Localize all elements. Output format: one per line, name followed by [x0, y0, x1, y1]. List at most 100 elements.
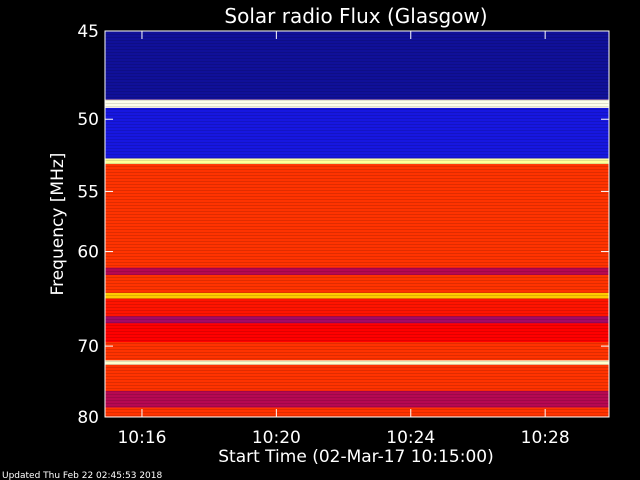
texture-stripe	[105, 358, 609, 359]
texture-stripe	[105, 226, 609, 227]
x-tick-label: 10:16	[117, 428, 166, 448]
texture-stripe	[105, 310, 609, 311]
y-tick-label: 80	[77, 408, 99, 428]
texture-stripe	[105, 85, 609, 86]
texture-stripe	[105, 37, 609, 38]
texture-stripe	[105, 250, 609, 251]
texture-stripe	[105, 316, 609, 317]
texture-stripe	[105, 403, 609, 404]
frequency-band-9	[105, 316, 609, 324]
texture-stripe	[105, 355, 609, 356]
texture-stripe	[105, 337, 609, 338]
texture-stripe	[105, 100, 609, 101]
x-tick-label: 10:28	[521, 428, 570, 448]
texture-stripe	[105, 52, 609, 53]
y-tick-label: 70	[77, 337, 99, 357]
texture-stripe	[105, 127, 609, 128]
texture-stripe	[105, 214, 609, 215]
texture-stripe	[105, 103, 609, 104]
texture-stripe	[105, 343, 609, 344]
texture-stripe	[105, 346, 609, 347]
texture-stripe	[105, 271, 609, 272]
y-tick-label: 50	[77, 110, 99, 130]
texture-stripe	[105, 349, 609, 350]
texture-stripe	[105, 319, 609, 320]
texture-stripe	[105, 70, 609, 71]
texture-stripe	[105, 64, 609, 65]
texture-stripe	[105, 142, 609, 143]
texture-stripe	[105, 121, 609, 122]
texture-stripe	[105, 163, 609, 164]
texture-stripe	[105, 385, 609, 386]
texture-stripe	[105, 325, 609, 326]
frequency-band-10	[105, 323, 609, 343]
texture-stripe	[105, 364, 609, 365]
texture-stripe	[105, 259, 609, 260]
texture-stripe	[105, 340, 609, 341]
texture-stripe	[105, 208, 609, 209]
texture-stripe	[105, 277, 609, 278]
texture-stripe	[105, 283, 609, 284]
frequency-band-11	[105, 342, 609, 361]
texture-stripe	[105, 76, 609, 77]
texture-stripe	[105, 199, 609, 200]
texture-stripe	[105, 409, 609, 410]
frequency-band-6	[105, 274, 609, 293]
texture-stripe	[105, 67, 609, 68]
frequency-band-4	[105, 164, 609, 268]
texture-stripe	[105, 106, 609, 107]
frequency-band-5	[105, 267, 609, 275]
texture-stripe	[105, 322, 609, 323]
texture-stripe	[105, 94, 609, 95]
texture-stripe	[105, 232, 609, 233]
texture-stripe	[105, 136, 609, 137]
texture-stripe	[105, 253, 609, 254]
texture-stripe	[105, 238, 609, 239]
texture-stripe	[105, 184, 609, 185]
texture-stripe	[105, 55, 609, 56]
texture-stripe	[105, 400, 609, 401]
y-tick-label: 60	[77, 243, 99, 263]
texture-stripe	[105, 373, 609, 374]
texture-stripe	[105, 235, 609, 236]
texture-stripe	[105, 133, 609, 134]
texture-stripe	[105, 97, 609, 98]
texture-stripe	[105, 280, 609, 281]
texture-stripe	[105, 292, 609, 293]
texture-stripe	[105, 328, 609, 329]
texture-stripe	[105, 301, 609, 302]
texture-stripe	[105, 34, 609, 35]
texture-stripe	[105, 262, 609, 263]
texture-stripe	[105, 391, 609, 392]
y-axis-label: Frequency [MHz]	[48, 153, 68, 296]
frequency-band-14	[105, 390, 609, 408]
texture-stripe	[105, 61, 609, 62]
texture-stripe	[105, 229, 609, 230]
texture-stripe	[105, 160, 609, 161]
texture-stripe	[105, 265, 609, 266]
plot-frame	[104, 30, 610, 418]
texture-stripe	[105, 49, 609, 50]
texture-stripe	[105, 241, 609, 242]
texture-stripe	[105, 361, 609, 362]
texture-stripe	[105, 40, 609, 41]
texture-stripe	[105, 295, 609, 296]
frequency-band-8	[105, 298, 609, 317]
texture-stripe	[105, 205, 609, 206]
texture-stripe	[105, 304, 609, 305]
y-tick-label: 55	[77, 182, 99, 202]
texture-stripe	[105, 331, 609, 332]
x-tick-label: 10:24	[386, 428, 435, 448]
texture-stripe	[105, 151, 609, 152]
texture-stripe	[105, 196, 609, 197]
frequency-band-0	[105, 31, 609, 100]
texture-stripe	[105, 82, 609, 83]
texture-stripe	[105, 256, 609, 257]
texture-stripe	[105, 415, 609, 416]
texture-stripe	[105, 382, 609, 383]
x-axis-label: Start Time (02-Mar-17 10:15:00)	[218, 447, 493, 467]
texture-stripe	[105, 181, 609, 182]
texture-stripe	[105, 268, 609, 269]
frequency-band-13	[105, 364, 609, 391]
